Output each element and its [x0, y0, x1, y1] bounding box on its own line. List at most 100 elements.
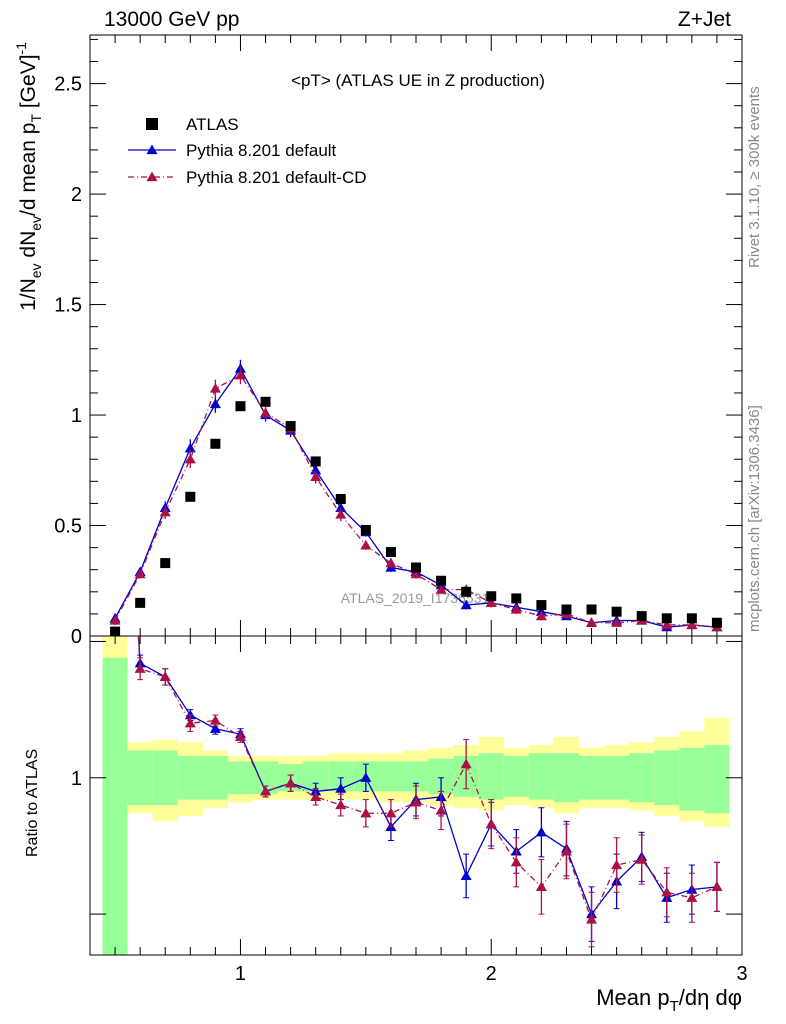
ratio-point: [234, 731, 246, 742]
uncertainty-band-inner: [654, 750, 680, 806]
data-point: [310, 471, 322, 482]
rivet-events-label: Rivet 3.1.10, ≥ 300k events: [746, 86, 763, 268]
data-point: [611, 617, 623, 627]
legend-marker-default: [146, 144, 158, 155]
ratio-point: [360, 807, 372, 818]
ratio-axis-label: Ratio to ATLAS: [24, 749, 41, 857]
uncertainty-band-inner: [604, 755, 630, 800]
data-point: [460, 599, 472, 610]
x-tick-label: 2: [486, 963, 497, 985]
data-point: [234, 369, 246, 380]
legend-marker-default-cd: [146, 171, 158, 182]
ratio-point: [636, 854, 648, 864]
ratio-point: [535, 881, 547, 891]
ratio-point: [686, 892, 698, 902]
data-point: [535, 610, 547, 621]
data-point: [661, 619, 673, 630]
data-point: [235, 401, 246, 412]
uncertainty-band-inner: [704, 745, 730, 814]
y-axis-label: 1/Nev dNev/d mean pT [GeV]-1: [13, 42, 44, 311]
data-point: [485, 597, 497, 607]
ratio-point: [310, 791, 322, 801]
uncertainty-band-inner: [629, 753, 655, 803]
data-point: [385, 547, 396, 558]
y-tick-label: 0: [71, 626, 82, 648]
data-point: [209, 398, 221, 409]
ratio-point: [586, 914, 598, 924]
data-point: [360, 524, 371, 535]
uncertainty-band-inner: [177, 755, 203, 800]
y-tick-label: 0.5: [54, 516, 82, 538]
data-point: [184, 453, 196, 464]
source-label: mcplots.cern.ch [arXiv:1306.3436]: [746, 405, 763, 632]
chart-title: <pT> (ATLAS UE in Z production): [291, 71, 545, 90]
uncertainty-band-inner: [102, 657, 128, 955]
ratio-point: [510, 856, 522, 867]
y-tick-label: 1.5: [54, 295, 82, 317]
data-point: [511, 593, 522, 604]
ratio-point: [209, 723, 221, 733]
uncertainty-band-inner: [503, 755, 529, 797]
series-line: [114, 367, 717, 628]
data-point: [109, 615, 121, 625]
energy-label: 13000 GeV pp: [104, 8, 240, 31]
legend-marker-atlas: [146, 118, 158, 130]
data-point: [360, 539, 372, 550]
ratio-point: [184, 717, 196, 728]
y-tick-label: 2: [71, 184, 82, 206]
data-point: [385, 557, 397, 568]
uncertainty-band-inner: [227, 761, 253, 795]
data-point: [510, 603, 522, 614]
data-point: [159, 506, 171, 517]
uncertainty-band-inner: [152, 750, 178, 806]
data-point: [310, 456, 321, 467]
ratio-point: [335, 783, 347, 793]
data-point: [686, 619, 698, 630]
data-point: [210, 438, 221, 449]
x-tick-label: 3: [736, 963, 747, 985]
data-point: [436, 575, 447, 586]
ratio-point: [485, 818, 497, 829]
ratio-point: [535, 826, 547, 837]
data-point: [410, 568, 422, 579]
ratio-point: [385, 807, 397, 818]
x-tick-label: 1: [235, 963, 246, 985]
data-point: [486, 591, 497, 602]
uncertainty-band-inner: [202, 755, 228, 800]
series-atlas: [110, 396, 722, 636]
ratio-point: [360, 772, 372, 782]
data-point: [160, 558, 171, 569]
uncertainty-band-inner: [553, 753, 579, 803]
ratio-point: [209, 715, 221, 725]
ratio-point: [260, 785, 272, 796]
data-point: [185, 491, 196, 502]
ratio-point: [335, 799, 347, 810]
data-point: [661, 613, 672, 624]
ratio-point: [184, 709, 196, 720]
data-point: [611, 606, 622, 617]
ratio-tick-label: 1: [71, 768, 82, 790]
ratio-point: [110, 227, 121, 237]
legend-label-atlas: ATLAS: [186, 115, 239, 134]
legend-label-default-cd: Pythia 8.201 default-CD: [186, 168, 367, 187]
x-axis-label: Mean pT/dη dφ: [596, 985, 742, 1015]
ratio-point: [711, 881, 723, 891]
data-point: [110, 626, 121, 636]
y-tick-label: 1: [71, 405, 82, 427]
data-point: [636, 611, 647, 622]
ratio-point: [435, 804, 447, 815]
data-point: [561, 604, 572, 615]
data-point: [435, 584, 447, 594]
data-point: [536, 600, 547, 611]
ratio-point: [661, 886, 673, 897]
data-point: [260, 396, 271, 407]
data-point: [209, 383, 221, 393]
y-tick-label: 2.5: [54, 74, 82, 96]
process-label: Z+Jet: [677, 8, 731, 31]
legend-label-default: Pythia 8.201 default: [186, 141, 337, 160]
data-point: [586, 604, 597, 615]
data-point: [686, 613, 697, 624]
uncertainty-band-inner: [679, 747, 705, 811]
uncertainty-band-inner: [528, 753, 554, 800]
data-point: [335, 502, 347, 512]
